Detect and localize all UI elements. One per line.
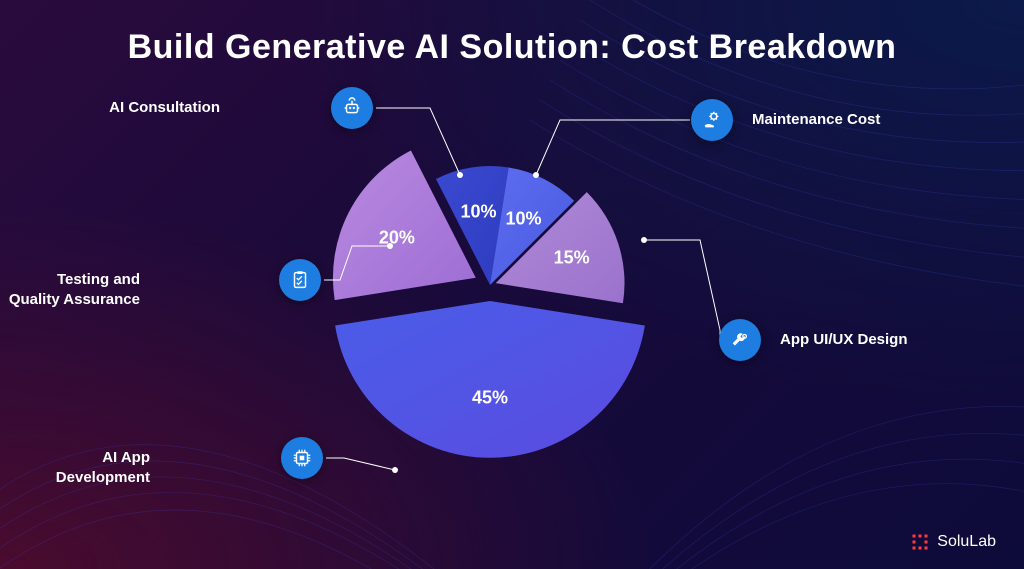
slice-ai-app-development xyxy=(335,301,645,458)
robot-icon xyxy=(331,87,373,129)
clipboard-icon xyxy=(279,259,321,301)
brand-name: SoluLab xyxy=(937,533,996,551)
callout-testing-qa: Testing and Quality Assurance xyxy=(0,270,140,309)
callout-ai-app-development: AI App Development xyxy=(10,448,150,487)
chip-icon xyxy=(281,437,323,479)
callout-app-ui-ux-design: App UI/UX Design xyxy=(780,330,908,350)
pie-chart: 45%20%10%10%15% AI App DevelopmentApp UI… xyxy=(0,0,1024,569)
gear-hand-icon xyxy=(691,99,733,141)
callout-maintenance-cost: Maintenance Cost xyxy=(752,110,880,130)
brand-logo-icon xyxy=(911,533,929,551)
wrench-icon xyxy=(719,319,761,361)
callout-ai-consultation: AI Consultation xyxy=(80,98,220,118)
brand-logo: SoluLab xyxy=(911,533,996,551)
